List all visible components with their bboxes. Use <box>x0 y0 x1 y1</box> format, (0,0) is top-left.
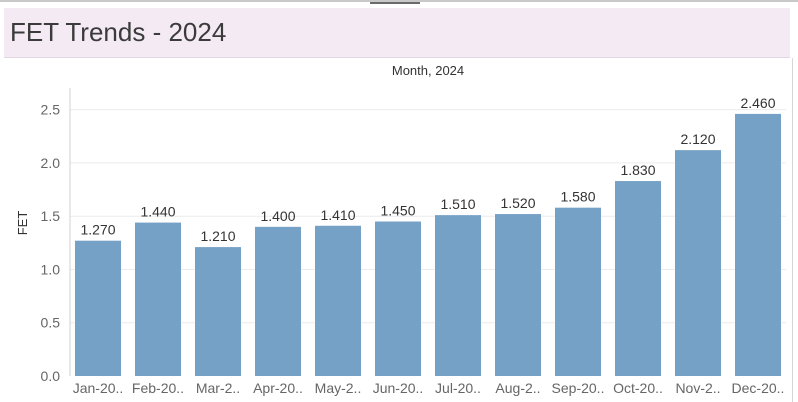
x-tick-label: Oct-20.. <box>613 380 663 396</box>
x-tick-label: May-2.. <box>315 380 362 396</box>
y-tick-label: 0.0 <box>41 368 61 384</box>
bar-value-label: 1.410 <box>320 207 355 223</box>
bar <box>195 247 241 376</box>
x-tick-label: Jul-20.. <box>435 380 481 396</box>
bar-value-label: 2.120 <box>680 131 715 147</box>
bar-value-label: 1.270 <box>80 222 115 238</box>
y-axis-ticks: 0.0 0.5 1.0 1.5 2.0 2.5 <box>41 102 61 384</box>
bar-value-label: 1.400 <box>260 208 295 224</box>
y-tick-label: 2.0 <box>41 155 61 171</box>
bar <box>375 221 421 376</box>
bar <box>555 207 601 376</box>
bar <box>135 222 181 376</box>
bar-value-label: 1.210 <box>200 228 235 244</box>
x-tick-label: Dec-20.. <box>732 380 785 396</box>
bar <box>615 181 661 376</box>
right-divider <box>792 58 793 402</box>
x-tick-label: Nov-2.. <box>675 380 720 396</box>
bar <box>435 215 481 376</box>
y-tick-label: 0.5 <box>41 315 61 331</box>
x-tick-label: Aug-2.. <box>495 380 540 396</box>
bars <box>75 113 781 377</box>
y-axis-title: FET <box>15 211 30 236</box>
top-tab-indicator <box>370 2 420 4</box>
bar-value-label: 1.450 <box>380 203 415 219</box>
bar-value-labels: 1.270 1.440 1.210 1.400 1.410 1.450 1.510 1.520… <box>80 95 775 244</box>
x-tick-label: Apr-20.. <box>253 380 303 396</box>
title-bar: FET Trends - 2024 <box>4 8 790 58</box>
bar <box>495 214 541 376</box>
x-tick-label: Feb-20.. <box>132 380 184 396</box>
bar <box>315 225 361 376</box>
x-axis-ticks: Jan-20.. Feb-20.. Mar-2.. Apr-20.. May-2.. Ju… <box>73 380 785 396</box>
y-tick-label: 1.0 <box>41 261 61 277</box>
y-tick-label: 2.5 <box>41 102 61 118</box>
x-tick-label: Mar-2.. <box>196 380 240 396</box>
bar <box>675 150 721 376</box>
x-tick-label: Jun-20.. <box>373 380 424 396</box>
gridlines <box>70 109 786 324</box>
bar-value-label: 1.830 <box>620 162 655 178</box>
bar <box>735 113 781 377</box>
page-title: FET Trends - 2024 <box>10 17 227 47</box>
x-axis-title: Month, 2024 <box>392 63 464 78</box>
y-tick-label: 1.5 <box>41 208 61 224</box>
bar-value-label: 1.520 <box>500 195 535 211</box>
bar <box>75 240 121 376</box>
bar-value-label: 1.510 <box>440 196 475 212</box>
x-tick-label: Sep-20.. <box>552 380 605 396</box>
bar-value-label: 1.440 <box>140 204 175 220</box>
x-tick-label: Jan-20.. <box>73 380 124 396</box>
bar <box>255 226 301 376</box>
bar-value-label: 1.580 <box>560 189 595 205</box>
bar-value-label: 2.460 <box>740 95 775 111</box>
